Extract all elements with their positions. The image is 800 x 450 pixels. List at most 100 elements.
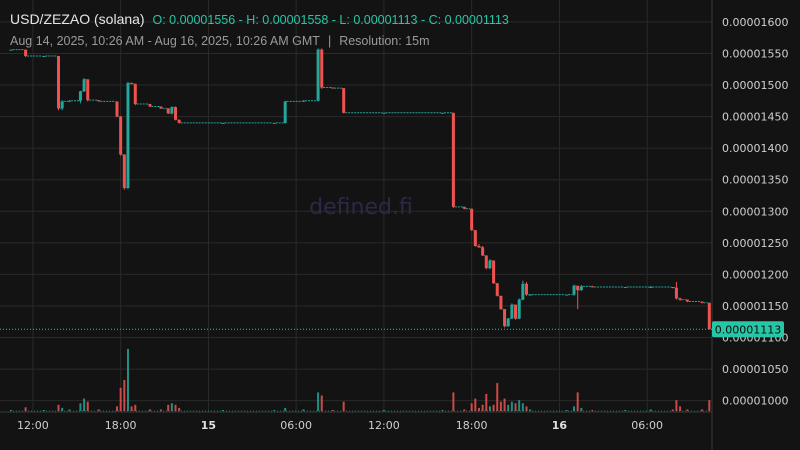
volume-bar [474,398,477,411]
volume-bar [452,392,455,411]
candle-body [57,55,61,109]
volume-bar [481,404,484,411]
volume-bar [470,403,473,411]
candle-body [148,103,152,107]
volume-bar [679,406,682,411]
chart-header: USD/ZEZAO (solana) O: 0.00001556 - H: 0.… [10,10,509,49]
candle-body [477,245,481,248]
volume-bar [565,410,568,411]
candle-body [517,299,521,319]
x-tick-label: 15 [201,419,216,432]
volume-bar [529,409,532,411]
volume-bar [485,393,488,411]
candle-body [525,283,529,295]
volume-bar [507,404,510,411]
candle-body [119,116,123,155]
candle-body [342,88,346,113]
candle-body [221,122,225,124]
volume-bar [116,406,119,411]
y-tick-label: 0.00001450 [722,111,788,124]
candle-body [126,83,130,188]
y-tick-label: 0.00001050 [722,363,788,376]
last-price-label: 0.00001113 [715,323,781,336]
candle-body [133,83,137,104]
volume-bar [284,407,287,411]
candle-body [506,318,510,327]
symbol-title: USD/ZEZAO (solana) [10,11,145,27]
volume-bar [68,409,71,411]
candle-body [67,100,71,102]
volume-bar [79,403,82,411]
candle-body [674,287,678,299]
volume-bar [119,387,122,411]
candle-body [576,285,580,291]
volume-bar [97,409,100,411]
header-separator: | [327,34,332,48]
volume-bar [178,407,181,411]
candle-body [122,154,126,188]
candle-body [42,55,46,57]
candle-body [484,255,488,269]
volume-bar [331,410,334,411]
candle-body [503,309,507,327]
volume-bar [148,409,151,411]
candle-body [115,101,119,117]
candle-body [177,119,181,123]
y-tick-label: 0.00001300 [722,205,788,218]
candle-body [488,260,492,269]
x-tick-label: 06:00 [280,419,312,432]
volume-bar [701,409,704,411]
candle-body [623,287,627,289]
volume-bar [317,392,320,411]
volume-bar [503,398,506,411]
x-tick-label: 12:00 [17,419,49,432]
volume-bar [134,404,137,411]
candle-body [565,294,569,296]
y-tick-label: 0.00001600 [722,16,788,29]
y-tick-label: 0.00001400 [722,142,788,155]
candle-body [481,247,485,256]
volume-bar [159,409,162,411]
volume-bar [514,403,517,411]
candle-body [86,79,90,101]
candle-body [579,286,583,291]
candle-body [9,49,13,51]
volume-bar [649,409,652,411]
candle-body [301,100,305,102]
volume-bar [167,404,170,411]
volume-bar [521,403,524,411]
volume-bar [130,406,133,411]
candle-body [24,49,28,56]
volume-bar [671,409,674,411]
volume-bar [61,407,64,411]
candle-body [166,108,170,114]
candle-body [283,101,287,123]
x-tick-label: 06:00 [631,419,663,432]
x-tick-label: 18:00 [456,419,488,432]
candle-body [174,107,178,120]
volume-bar [83,398,86,411]
y-tick-label: 0.00001000 [722,395,788,408]
candle-body [495,283,499,296]
candle-body [130,83,134,85]
volume-bar [302,409,305,411]
candle-body [707,302,711,330]
candle-body [82,79,86,92]
volume-bar [342,401,345,411]
volume-bar [576,392,579,411]
volume-bar [488,406,491,411]
volume-bar [463,409,466,411]
candle-body [170,107,174,114]
candle-body [60,101,64,109]
x-tick-label: 16 [552,419,568,432]
date-range: Aug 14, 2025, 10:26 AM - Aug 16, 2025, 1… [10,34,320,48]
y-tick-label: 0.00001500 [722,79,788,92]
volume-bar [86,401,89,411]
candle-body [685,299,689,302]
candle-body [159,106,163,109]
candle-body [272,122,276,124]
candle-body [316,49,320,101]
volume-bar [492,404,495,411]
last-price-tag [712,321,784,338]
